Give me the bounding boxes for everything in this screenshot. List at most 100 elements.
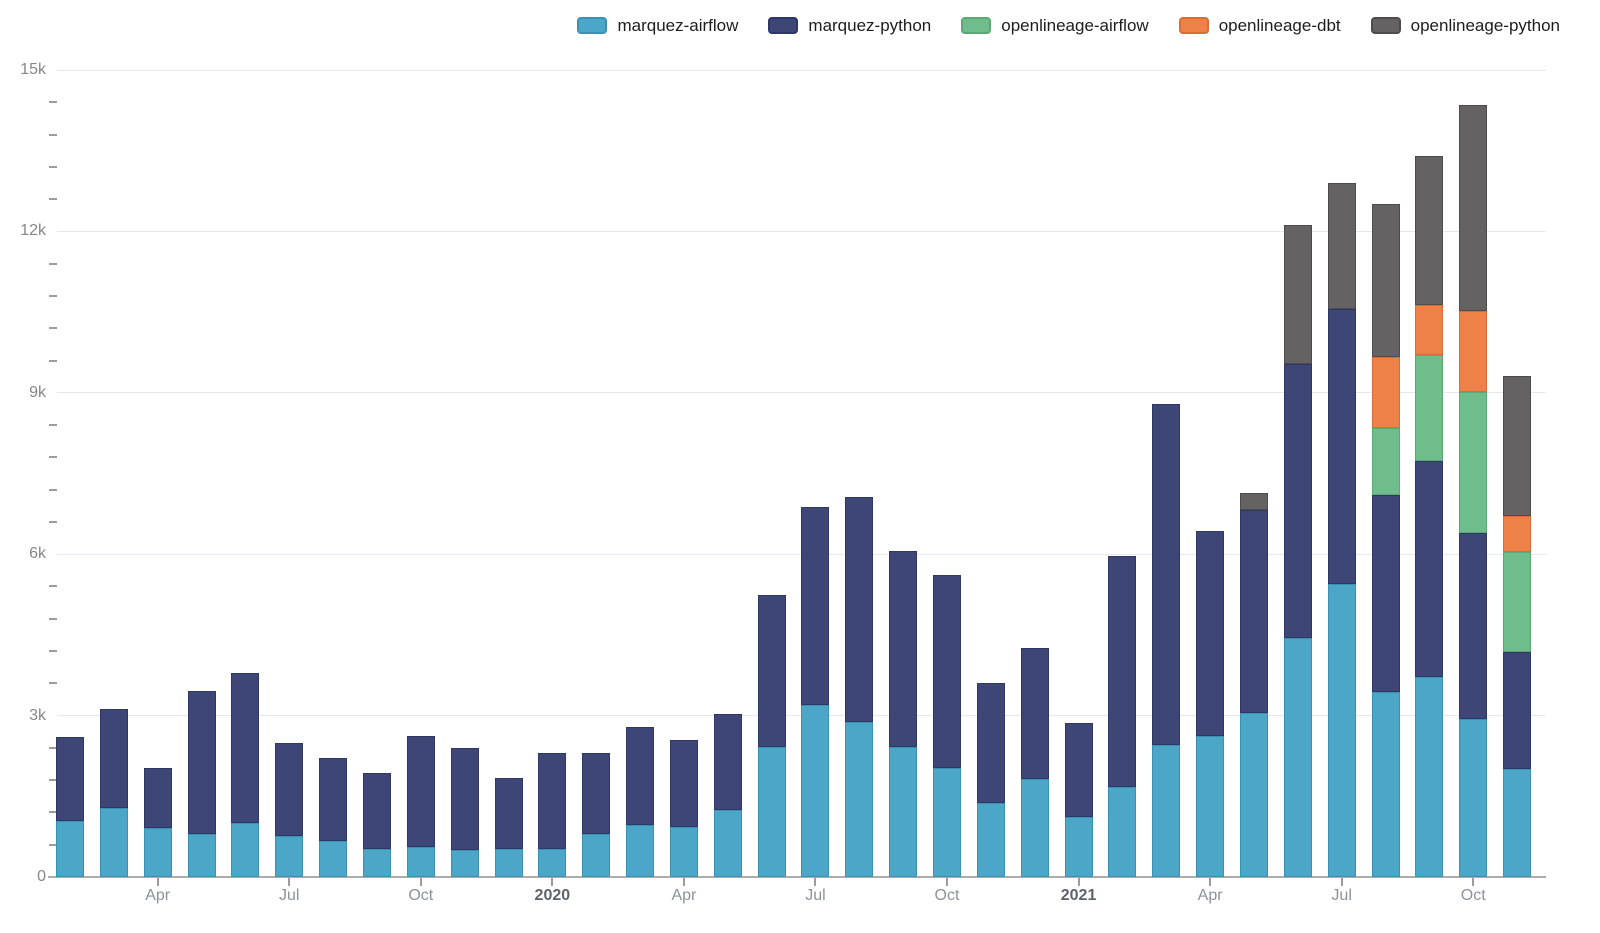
bar-segment-marquez-python[interactable] [626,726,655,826]
bar-segment-openlineage-airflow[interactable] [1459,392,1488,534]
bar-segment-marquez-python[interactable] [889,550,918,747]
bar-jan-2021[interactable] [1064,0,1093,877]
bar-segment-marquez-airflow[interactable] [1152,744,1181,877]
bar-sep-2020[interactable] [889,0,918,877]
bar-segment-marquez-python[interactable] [187,690,216,834]
bar-segment-marquez-airflow[interactable] [626,825,655,877]
bar-segment-marquez-python[interactable] [713,713,742,811]
bar-dec-2019[interactable] [494,0,523,877]
bar-segment-marquez-airflow[interactable] [1327,584,1356,877]
bar-mar-2021[interactable] [1152,0,1181,877]
bar-segment-marquez-python[interactable] [976,683,1005,804]
bar-segment-marquez-airflow[interactable] [319,840,348,877]
bar-may-2020[interactable] [713,0,742,877]
bar-segment-marquez-airflow[interactable] [231,822,260,877]
bar-segment-marquez-python[interactable] [1459,533,1488,720]
bar-segment-openlineage-python[interactable] [1415,156,1444,306]
bar-segment-marquez-python[interactable] [319,758,348,841]
bar-segment-marquez-python[interactable] [275,742,304,837]
bar-segment-marquez-python[interactable] [143,767,172,828]
bar-segment-marquez-airflow[interactable] [889,746,918,877]
bar-aug-2020[interactable] [845,0,874,877]
bar-segment-marquez-python[interactable] [845,496,874,722]
bar-apr-2021[interactable] [1196,0,1225,877]
bar-segment-marquez-airflow[interactable] [1371,691,1400,877]
bar-segment-openlineage-airflow[interactable] [1503,551,1532,653]
bar-feb-2021[interactable] [1108,0,1137,877]
bar-segment-marquez-airflow[interactable] [538,848,567,877]
bar-segment-marquez-python[interactable] [231,672,260,823]
bar-segment-marquez-airflow[interactable] [1239,713,1268,877]
bar-aug-2021[interactable] [1371,0,1400,877]
bar-segment-marquez-airflow[interactable] [1283,638,1312,877]
bar-segment-openlineage-python[interactable] [1371,203,1400,357]
bar-segment-openlineage-dbt[interactable] [1503,515,1532,552]
bar-segment-marquez-airflow[interactable] [406,846,435,877]
bar-segment-marquez-python[interactable] [450,747,479,851]
bar-segment-marquez-airflow[interactable] [1415,677,1444,877]
bar-feb-2019[interactable] [56,0,84,877]
bar-segment-marquez-airflow[interactable] [976,803,1005,877]
bar-segment-marquez-airflow[interactable] [143,827,172,877]
bar-segment-marquez-python[interactable] [1283,364,1312,639]
bar-jul-2020[interactable] [801,0,830,877]
bar-may-2021[interactable] [1239,0,1268,877]
bar-segment-marquez-python[interactable] [582,752,611,834]
legend-item-openlineage-airflow[interactable]: openlineage-airflow [961,16,1149,34]
bar-segment-marquez-python[interactable] [1152,404,1181,745]
bar-feb-2020[interactable] [582,0,611,877]
bar-segment-marquez-python[interactable] [1020,647,1049,780]
bar-jun-2019[interactable] [231,0,260,877]
bar-segment-marquez-python[interactable] [757,595,786,747]
bar-segment-marquez-airflow[interactable] [757,746,786,877]
bar-segment-marquez-airflow[interactable] [275,836,304,877]
bar-segment-marquez-python[interactable] [1196,531,1225,737]
bar-sep-2021[interactable] [1415,0,1444,877]
bar-segment-openlineage-airflow[interactable] [1415,355,1444,462]
bar-jun-2020[interactable] [757,0,786,877]
bar-segment-openlineage-python[interactable] [1459,104,1488,311]
bar-segment-marquez-python[interactable] [1371,495,1400,692]
bar-mar-2019[interactable] [99,0,128,877]
bar-segment-marquez-python[interactable] [933,574,961,768]
bar-jul-2019[interactable] [275,0,304,877]
bar-segment-marquez-python[interactable] [1064,722,1093,817]
bar-segment-marquez-python[interactable] [362,772,391,850]
bar-segment-openlineage-dbt[interactable] [1459,310,1488,393]
bar-segment-marquez-airflow[interactable] [1196,736,1225,877]
bar-segment-marquez-airflow[interactable] [494,849,523,877]
bar-segment-marquez-airflow[interactable] [1503,769,1532,877]
bar-jul-2021[interactable] [1327,0,1356,877]
bar-segment-marquez-python[interactable] [538,753,567,849]
bar-segment-marquez-python[interactable] [1239,510,1268,714]
bar-jan-2020[interactable] [538,0,567,877]
bar-segment-marquez-airflow[interactable] [582,833,611,877]
bar-segment-marquez-python[interactable] [56,736,84,822]
bar-segment-marquez-airflow[interactable] [845,721,874,877]
bar-mar-2020[interactable] [626,0,655,877]
legend-item-openlineage-python[interactable]: openlineage-python [1370,16,1560,34]
legend-item-marquez-airflow[interactable]: marquez-airflow [577,16,738,34]
legend-item-openlineage-dbt[interactable]: openlineage-dbt [1178,16,1341,34]
bar-segment-openlineage-python[interactable] [1283,224,1312,365]
bar-segment-marquez-airflow[interactable] [450,850,479,877]
bar-segment-openlineage-python[interactable] [1239,492,1268,511]
bar-may-2019[interactable] [187,0,216,877]
bar-segment-marquez-python[interactable] [1503,652,1532,770]
bar-segment-marquez-python[interactable] [494,778,523,849]
bar-segment-marquez-airflow[interactable] [1064,816,1093,877]
bar-sep-2019[interactable] [362,0,391,877]
bar-jun-2021[interactable] [1283,0,1312,877]
bar-segment-marquez-airflow[interactable] [713,810,742,877]
bar-segment-marquez-airflow[interactable] [362,849,391,877]
bar-segment-marquez-airflow[interactable] [1108,787,1137,877]
bar-segment-openlineage-dbt[interactable] [1371,356,1400,429]
bar-segment-marquez-python[interactable] [406,736,435,847]
bar-segment-openlineage-python[interactable] [1503,376,1532,516]
bar-segment-marquez-airflow[interactable] [56,821,84,877]
bar-nov-2020[interactable] [976,0,1005,877]
bar-segment-marquez-airflow[interactable] [801,704,830,877]
bar-nov-2021[interactable] [1503,0,1532,877]
bar-aug-2019[interactable] [319,0,348,877]
bar-segment-marquez-airflow[interactable] [933,767,961,877]
